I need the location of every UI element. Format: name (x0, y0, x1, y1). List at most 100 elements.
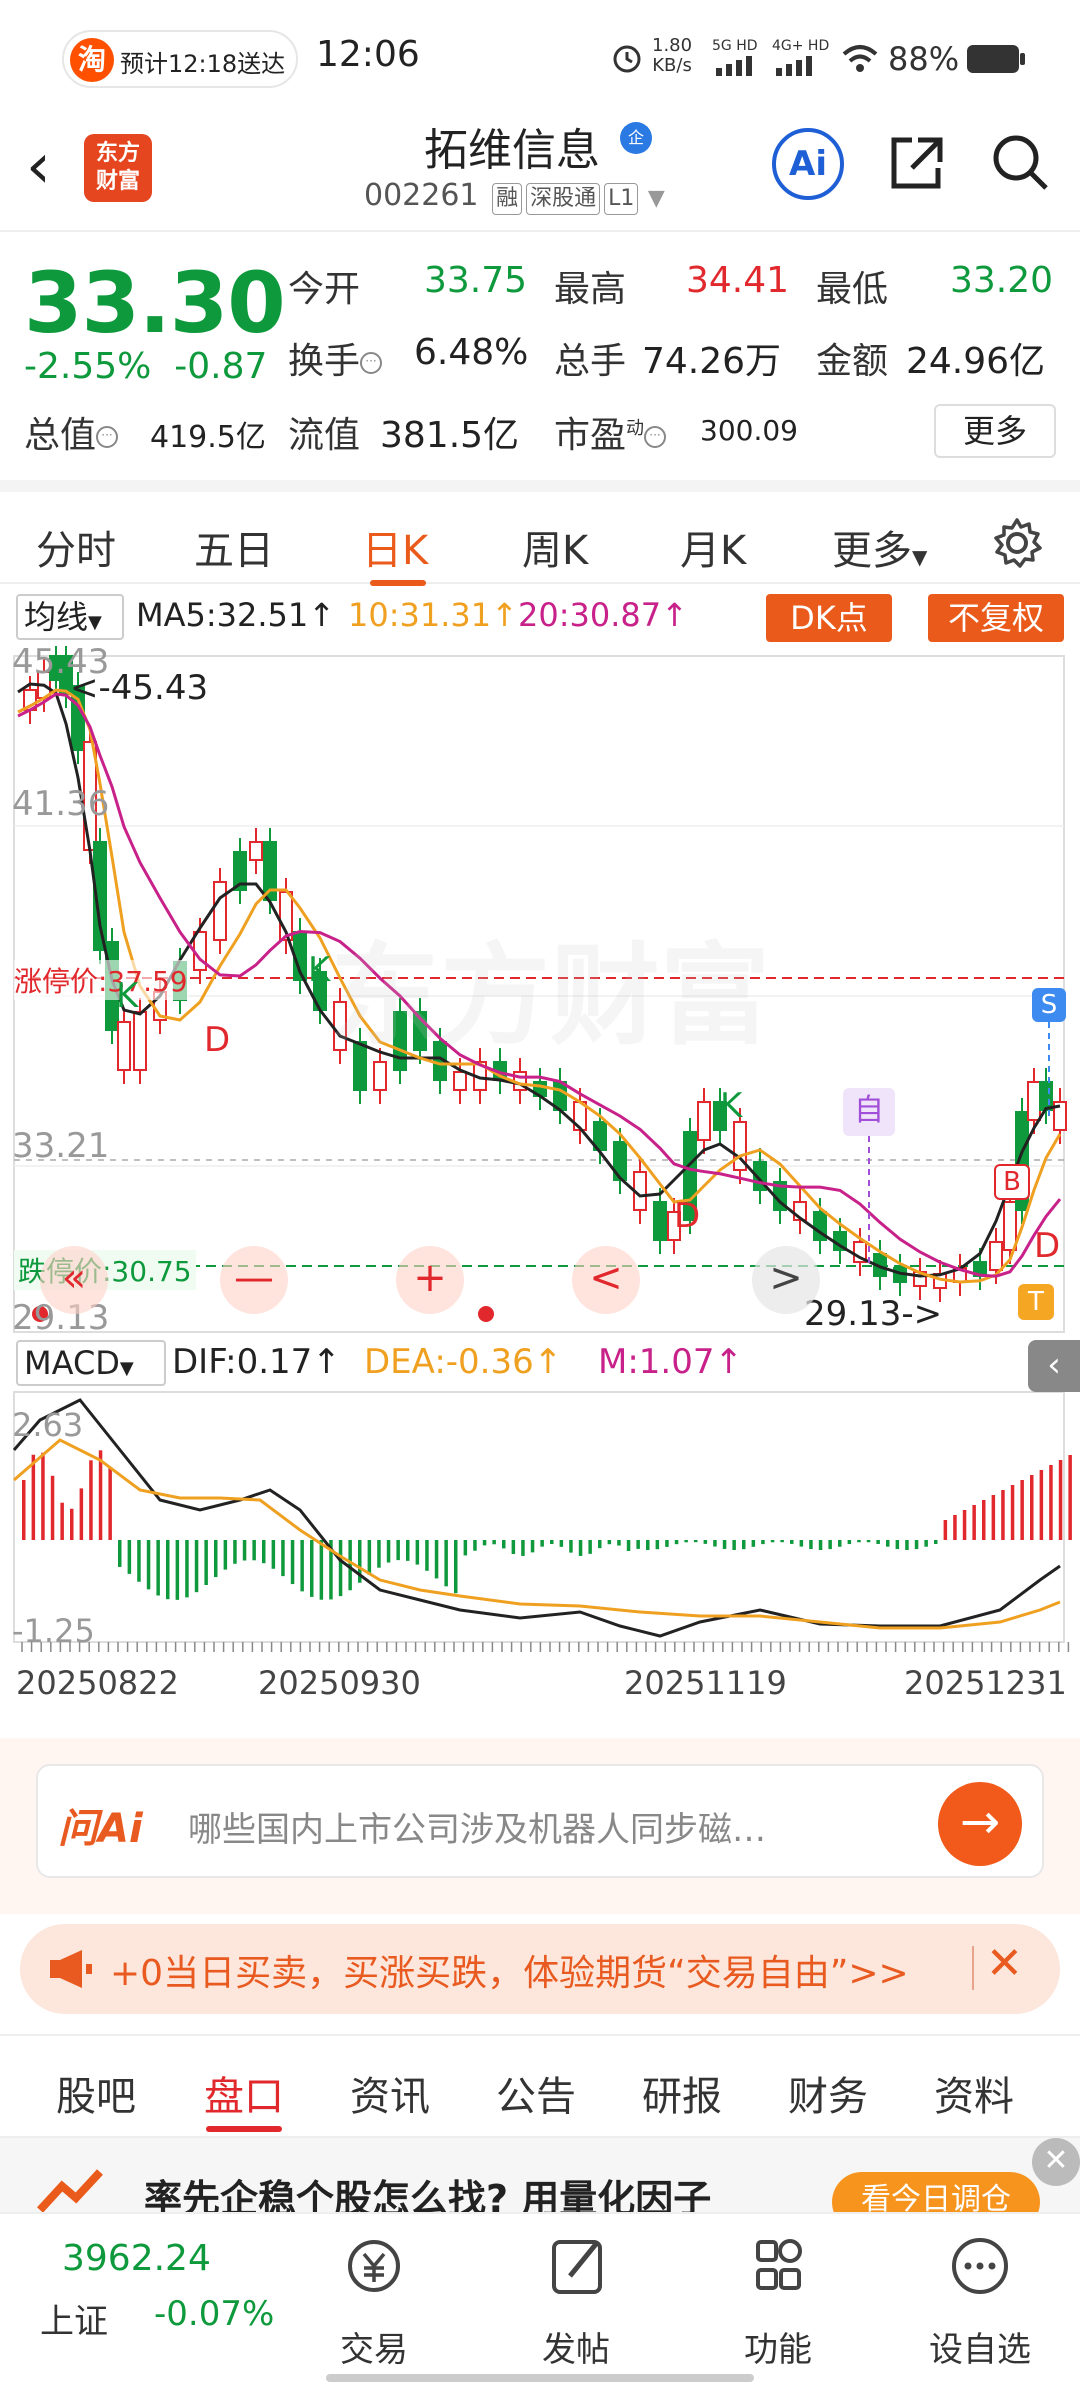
eastmoney-logo: 东方 财富 (84, 134, 152, 202)
kline-chart-area[interactable]: 45.43 41.36 33.21 29.13 <-45.43 29.13-> … (0, 642, 1080, 1726)
candle (1053, 1101, 1067, 1131)
watchlist-more-icon[interactable] (920, 2230, 1040, 2300)
ai-button[interactable]: Ai (772, 128, 844, 200)
settings-gear-icon[interactable] (990, 516, 1044, 570)
functions-grid-icon[interactable] (718, 2230, 838, 2300)
macd-bar (271, 1540, 276, 1569)
tab-more[interactable]: 更多▼ (832, 528, 928, 574)
bottom-functions[interactable]: 功能 (744, 2330, 812, 2370)
status-bar: 淘 预计12:18送达 12:06 1.80 KB/s 5G HD 4G+ HD … (0, 0, 1080, 112)
macd-svg[interactable] (0, 1390, 1080, 1680)
macd-bar (204, 1540, 208, 1586)
macd-bar (262, 1540, 266, 1564)
high-value: 34.41 (686, 260, 790, 301)
macd-bar (540, 1540, 544, 1547)
macd-bar (290, 1540, 295, 1585)
share-icon[interactable] (886, 130, 946, 194)
macd-bar (1030, 1475, 1034, 1540)
ask-ai-logo: 问Ai (58, 1806, 143, 1852)
macd-bar (89, 1460, 93, 1540)
tab-profile[interactable]: 资料 (934, 2074, 1014, 2120)
macd-bar (732, 1540, 736, 1550)
pe-label: 市盈动 ··· (554, 406, 667, 458)
ma5-value: MA5:32.51↑ (136, 596, 336, 634)
macd-bar (943, 1520, 948, 1540)
tab-announcements[interactable]: 公告 (496, 2074, 576, 2120)
tab-research[interactable]: 研报 (642, 2074, 722, 2120)
ad-text: 率先企稳个股怎么找? 用量化因子 (144, 2177, 712, 2214)
macd-bar (242, 1540, 247, 1561)
macd-bar (694, 1540, 698, 1543)
tab-five-day[interactable]: 五日 (194, 528, 274, 574)
scroll-right-button[interactable]: > (752, 1246, 820, 1314)
macd-bar (761, 1540, 765, 1545)
tab-intraday[interactable]: 分时 (36, 528, 116, 574)
macd-selector[interactable]: MACD▼ (16, 1340, 166, 1386)
bottom-post[interactable]: 发帖 (542, 2330, 610, 2370)
macd-bar (713, 1540, 717, 1547)
x-date-2: 20250930 (258, 1664, 421, 1702)
arrow-right-icon[interactable]: → (938, 1782, 1022, 1866)
macd-bar (482, 1540, 487, 1546)
macd-bar (377, 1540, 381, 1568)
zoom-out-button[interactable]: — (220, 1246, 288, 1314)
ad-banner[interactable]: 率先企稳个股怎么找? 用量化因子 看今日调仓 ✕ (0, 2138, 1080, 2214)
period-tabs: 分时 五日 日K 周K 月K 更多▼ (0, 480, 1080, 586)
promo-banner[interactable]: +0当日买卖，买涨买跌，体验期货“交易自由”>> ✕ (20, 1924, 1060, 2014)
tab-news[interactable]: 资讯 (350, 2074, 430, 2120)
turnover-value: 6.48% (414, 332, 529, 373)
zoom-in-button[interactable]: + (396, 1246, 464, 1314)
more-button[interactable]: 更多 (934, 404, 1056, 458)
bottom-add-watchlist[interactable]: 设自选 (929, 2330, 1031, 2370)
alarm-icon (613, 45, 641, 73)
content-tabs: 股吧 盘口 资讯 公告 研报 财务 资料 (0, 2034, 1080, 2138)
close-icon[interactable]: ✕ (1032, 2138, 1080, 2186)
tab-finance[interactable]: 财务 (788, 2074, 868, 2120)
chevron-down-icon[interactable]: ▼ (647, 186, 665, 211)
collapse-panel-button[interactable]: ‹ (1028, 1340, 1080, 1392)
back-arrow-icon[interactable]: ‹ (26, 129, 51, 202)
index-name[interactable]: 上证 (40, 2302, 108, 2342)
ma-selector[interactable]: 均线▼ (16, 594, 124, 640)
macd-bar (895, 1540, 900, 1550)
search-icon[interactable] (988, 130, 1052, 194)
tab-weekly-k[interactable]: 周K (522, 528, 589, 574)
scroll-left-button[interactable]: < (572, 1246, 640, 1314)
macd-bar (146, 1540, 151, 1590)
index-change[interactable]: -0.07% (154, 2294, 275, 2334)
dk-point-button[interactable]: DK点 (766, 594, 892, 642)
trade-yen-icon[interactable] (314, 2230, 434, 2300)
stock-name: 拓维信息 (424, 125, 600, 176)
active-tab-indicator (370, 580, 426, 586)
post-edit-icon[interactable] (516, 2230, 636, 2300)
macd-bar (559, 1540, 564, 1547)
buy-signal-marker: B (994, 1164, 1030, 1200)
macd-bar (809, 1540, 813, 1550)
bottom-trade[interactable]: 交易 (340, 2330, 408, 2370)
macd-bar (98, 1450, 103, 1540)
tab-pankou[interactable]: 盘口 (204, 2074, 284, 2120)
macd-bar (444, 1540, 448, 1587)
y-label-2: 41.36 (12, 784, 110, 824)
macd-bar (492, 1540, 496, 1545)
float-value: 381.5亿 (380, 415, 520, 456)
nav-first-button[interactable]: « (40, 1246, 108, 1314)
d-signal-3: D (1034, 1226, 1061, 1266)
close-icon[interactable]: ✕ (986, 1938, 1023, 1989)
mktcap-label: 总值 ··· (24, 406, 119, 458)
tab-monthly-k[interactable]: 月K (680, 528, 747, 574)
ask-ai-input[interactable]: 问Ai 哪些国内上市公司涉及机器人同步磁… → (36, 1764, 1044, 1878)
ad-button[interactable]: 看今日调仓 (832, 2172, 1040, 2214)
tab-daily-k[interactable]: 日K (362, 528, 429, 574)
more-dots-icon: ··· (96, 426, 119, 448)
battery-icon (967, 45, 1025, 73)
delivery-pill[interactable]: 淘 预计12:18送达 (62, 30, 298, 88)
index-value[interactable]: 3962.24 (62, 2238, 211, 2279)
macd-bar (655, 1540, 660, 1550)
macd-bar (674, 1540, 679, 1545)
candle (697, 1101, 711, 1141)
no-adjust-button[interactable]: 不复权 (928, 594, 1064, 642)
tab-guba[interactable]: 股吧 (56, 2074, 136, 2120)
m-value: M:1.07↑ (598, 1342, 743, 1382)
macd-bar (665, 1540, 669, 1547)
